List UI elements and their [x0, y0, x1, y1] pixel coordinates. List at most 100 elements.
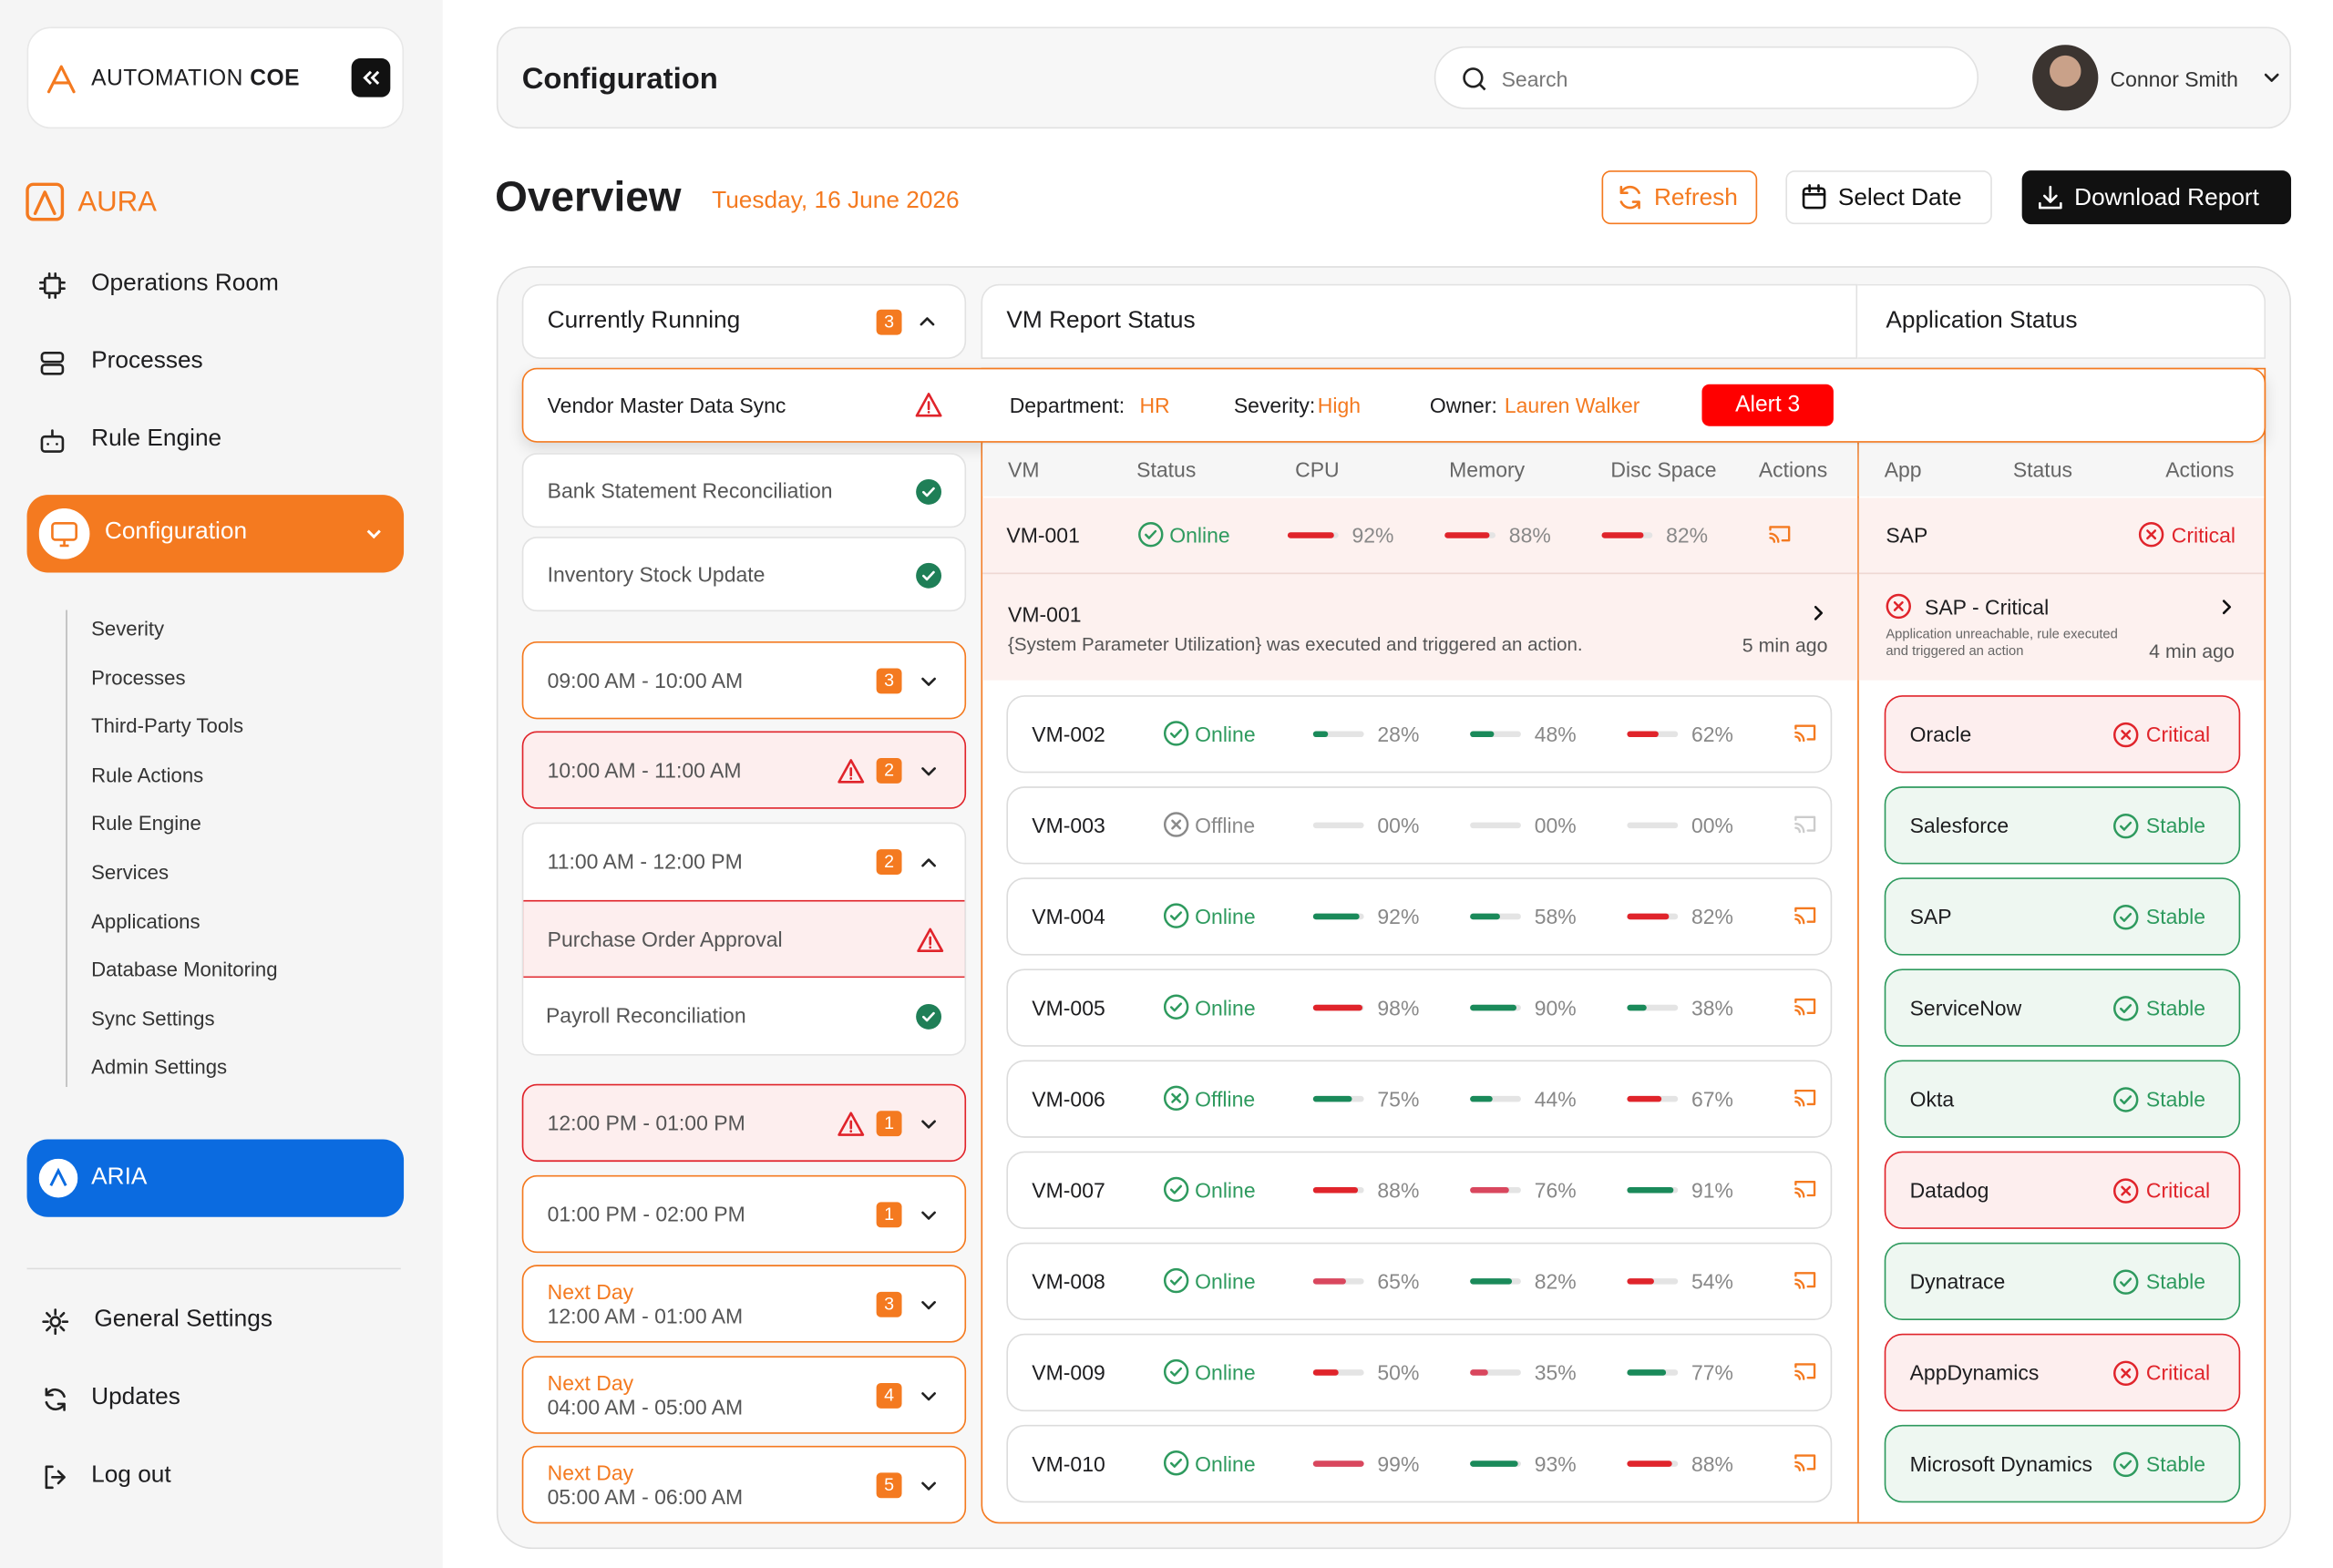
app-row[interactable]: Oracle Critical	[1884, 695, 2241, 774]
subnav-item[interactable]: Database Monitoring	[91, 958, 278, 981]
nav-item[interactable]: Processes	[91, 348, 203, 374]
bar-label: 92%	[1351, 523, 1394, 548]
bar-fill	[1627, 1460, 1672, 1467]
cast-icon	[1792, 993, 1819, 1020]
bar-fill	[1470, 1095, 1493, 1102]
search-box[interactable]: Search	[1434, 46, 1979, 109]
vm-row: VM-002 Online 28% 48% 62%	[1006, 695, 1833, 774]
subnav-item[interactable]: Rule Actions	[91, 764, 204, 786]
vm-name: VM-008	[1032, 1269, 1105, 1294]
bar-label: 00%	[1377, 813, 1420, 837]
nav-item[interactable]: Rule Engine	[91, 425, 222, 452]
slot[interactable]: 10:00 AM - 11:00 AM 2	[521, 731, 967, 809]
vm-row: VM-005 Online 98% 90% 38%	[1006, 968, 1833, 1047]
subnav-item[interactable]: Rule Engine	[91, 812, 201, 835]
vm-name: VM-009	[1032, 1360, 1105, 1385]
slot[interactable]: 01:00 PM - 02:00 PM 1	[521, 1174, 967, 1254]
bar-track	[1470, 1095, 1521, 1102]
app-row[interactable]: Datadog Critical	[1884, 1151, 2241, 1229]
bar-fill	[1312, 1186, 1358, 1194]
slot[interactable]: 12:00 PM - 01:00 PM 1	[521, 1083, 967, 1163]
toolbar-button[interactable]: Download Report	[2021, 170, 2292, 225]
bottom-icon	[40, 1385, 70, 1415]
subnav-item[interactable]: Admin Settings	[91, 1056, 228, 1079]
bar-track	[1312, 1369, 1364, 1376]
bottom-item[interactable]: Log out	[91, 1461, 171, 1488]
app-status: Stable	[2145, 813, 2206, 837]
subnav-item[interactable]: Applications	[91, 909, 200, 933]
cast-icon	[1792, 1084, 1819, 1112]
slot[interactable]: Next Day 04:00 AM - 05:00 AM 4	[521, 1356, 967, 1434]
bar-fill	[1627, 1004, 1647, 1011]
subnav-item[interactable]: Third-Party Tools	[91, 714, 244, 738]
bar-fill	[1470, 913, 1500, 920]
app-row[interactable]: ServiceNow Stable	[1884, 968, 2241, 1047]
slot[interactable]: 09:00 AM - 10:00 AM 3	[521, 641, 967, 720]
brand-logo	[44, 61, 79, 97]
app-row[interactable]: SAP Stable	[1884, 877, 2241, 956]
cast-icon	[1792, 1358, 1819, 1385]
slot-prefix: Next Day	[547, 1460, 634, 1485]
status-icon	[2112, 1359, 2140, 1388]
app-name: Okta	[1909, 1087, 1955, 1112]
subnav-item[interactable]: Sync Settings	[91, 1007, 215, 1030]
cast-icon	[1792, 719, 1819, 746]
nav-active[interactable]: Configuration	[26, 495, 405, 573]
app-row[interactable]: AppDynamics Critical	[1884, 1333, 2241, 1412]
vm-status: Offline	[1195, 1087, 1256, 1112]
status-icon	[1162, 1175, 1190, 1204]
ok-icon	[914, 477, 944, 507]
user-chevron	[2256, 63, 2287, 93]
cast-icon	[1766, 520, 1793, 548]
vm-row: VM-006 Offline 75% 44% 67%	[1006, 1060, 1833, 1138]
bottom-item[interactable]: General Settings	[94, 1307, 272, 1333]
vm-name: VM-001	[1006, 523, 1080, 548]
running-item-name: Inventory Stock Update	[547, 562, 766, 587]
cast-icon	[1792, 810, 1819, 837]
app-row[interactable]: Microsoft Dynamics Stable	[1884, 1424, 2241, 1503]
app-status: Stable	[2145, 1087, 2206, 1112]
alert-icon	[914, 390, 944, 420]
vm-detail-message: {System Parameter Utilization} was execu…	[1008, 633, 1583, 655]
app-row[interactable]: Salesforce Stable	[1884, 786, 2241, 865]
vm-title: VM Report Status	[1006, 308, 1196, 333]
subnav-line	[66, 610, 67, 1088]
bar-track	[1627, 1004, 1679, 1011]
slot[interactable]: Next Day 05:00 AM - 06:00 AM 5	[521, 1445, 967, 1524]
toolbar-button[interactable]: Select Date	[1785, 170, 1992, 225]
bar-fill	[1312, 731, 1328, 738]
subnav-item[interactable]: Severity	[91, 617, 165, 641]
nav-item[interactable]: Operations Room	[91, 271, 279, 296]
toolbar-button[interactable]: Refresh	[1601, 170, 1758, 225]
brand-card: AUTOMATION COE	[26, 26, 405, 129]
app-name: AppDynamics	[1909, 1360, 2040, 1385]
slot-label: 11:00 AM - 12:00 PM	[547, 849, 743, 874]
bar-fill	[1470, 1186, 1509, 1194]
bar-track	[1312, 731, 1364, 738]
slot-chevron	[914, 847, 944, 877]
slot[interactable]: 11:00 AM - 12:00 PM 2 Purchase Order Appro…	[521, 822, 967, 1056]
bar-fill	[1312, 913, 1361, 920]
slot-chevron	[914, 667, 944, 697]
app-status: Critical	[2145, 1360, 2211, 1385]
slot[interactable]: Next Day 12:00 AM - 01:00 AM 3	[521, 1265, 967, 1343]
status-icon	[1162, 1266, 1190, 1295]
bar-fill	[1470, 1278, 1512, 1285]
button-icon	[1799, 182, 1829, 212]
bar-label: 88%	[1508, 523, 1551, 548]
aria-button[interactable]: ARIA	[26, 1139, 405, 1217]
nav-icon	[37, 271, 67, 301]
app-detail-icon	[1885, 592, 1913, 620]
app-row[interactable]: Dynatrace Stable	[1884, 1242, 2241, 1321]
alert-badge[interactable]: Alert 3	[1701, 384, 1834, 426]
running-count: 3	[876, 309, 902, 335]
subnav-item[interactable]: Services	[91, 861, 170, 884]
bottom-item[interactable]: Updates	[91, 1384, 180, 1410]
slot-label: 12:00 PM - 01:00 PM	[547, 1111, 745, 1135]
subnav-item[interactable]: Processes	[91, 666, 186, 689]
bar-label: 00%	[1534, 813, 1577, 837]
app-row[interactable]: Okta Stable	[1884, 1060, 2241, 1138]
button-icon	[2035, 182, 2065, 212]
vm-status: Online	[1195, 995, 1256, 1020]
vm-header	[981, 283, 1858, 359]
